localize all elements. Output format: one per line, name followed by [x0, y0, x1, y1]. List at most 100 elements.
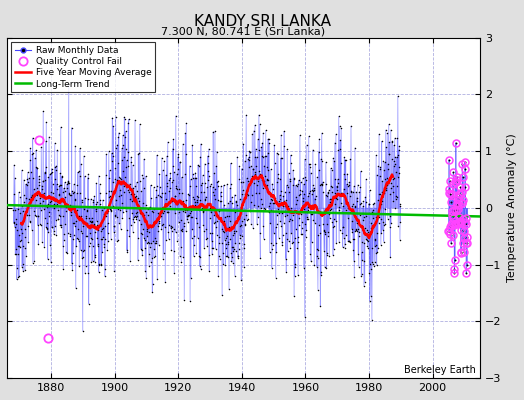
Point	[235, 176, 243, 182]
Point	[169, 145, 177, 152]
Point	[159, 221, 168, 228]
Point	[350, 274, 358, 281]
Point	[206, 205, 214, 211]
Point	[452, 174, 461, 180]
Point	[462, 240, 470, 246]
Point	[369, 201, 378, 207]
Point	[332, 131, 340, 138]
Point	[177, 258, 185, 265]
Point	[12, 221, 20, 228]
Point	[210, 220, 218, 226]
Point	[286, 215, 294, 222]
Point	[356, 184, 365, 190]
Point	[193, 193, 202, 199]
Point	[332, 195, 341, 202]
Point	[221, 240, 230, 247]
Point	[391, 192, 400, 199]
Point	[256, 171, 265, 178]
Point	[339, 203, 347, 210]
Point	[205, 268, 213, 274]
Point	[42, 226, 51, 232]
Point	[121, 116, 129, 122]
Point	[171, 229, 180, 236]
Point	[230, 248, 238, 254]
Point	[238, 191, 247, 198]
Point	[49, 190, 57, 196]
Point	[113, 177, 121, 183]
Point	[301, 174, 310, 180]
Point	[209, 245, 217, 251]
Point	[458, 160, 466, 167]
Point	[99, 224, 107, 231]
Point	[162, 236, 170, 243]
Point	[101, 266, 110, 272]
Point	[394, 152, 402, 158]
Point	[47, 170, 55, 176]
Point	[40, 170, 49, 176]
Point	[362, 213, 370, 219]
Point	[180, 220, 188, 226]
Point	[152, 238, 160, 244]
Point	[387, 220, 395, 226]
Point	[143, 228, 151, 234]
Point	[95, 172, 103, 179]
Point	[13, 227, 21, 233]
Point	[342, 198, 350, 204]
Point	[458, 174, 467, 180]
Point	[24, 169, 32, 176]
Point	[13, 242, 21, 249]
Point	[239, 178, 247, 185]
Point	[57, 182, 65, 189]
Point	[215, 234, 223, 240]
Point	[132, 214, 140, 220]
Point	[47, 189, 56, 195]
Point	[157, 226, 166, 232]
Point	[48, 224, 57, 231]
Point	[53, 147, 62, 154]
Point	[129, 228, 137, 235]
Point	[292, 201, 301, 207]
Point	[312, 204, 321, 210]
Point	[220, 218, 228, 225]
Point	[252, 163, 260, 170]
Point	[449, 232, 457, 238]
Point	[359, 203, 367, 210]
Point	[249, 127, 258, 134]
Point	[352, 226, 360, 232]
Point	[159, 250, 168, 256]
Point	[148, 254, 156, 261]
Point	[249, 225, 257, 232]
Point	[323, 221, 332, 227]
Point	[269, 200, 278, 207]
Point	[378, 227, 387, 233]
Point	[348, 218, 356, 224]
Point	[170, 169, 179, 175]
Point	[49, 194, 58, 200]
Point	[386, 254, 395, 261]
Point	[75, 212, 83, 219]
Point	[164, 229, 172, 235]
Point	[282, 182, 291, 188]
Point	[459, 196, 467, 203]
Point	[67, 209, 75, 216]
Point	[368, 261, 377, 268]
Point	[51, 223, 59, 230]
Point	[167, 228, 176, 235]
Point	[364, 229, 373, 236]
Point	[308, 186, 316, 193]
Point	[139, 175, 147, 181]
Point	[370, 262, 378, 269]
Point	[208, 237, 216, 244]
Point	[462, 221, 471, 227]
Point	[460, 228, 468, 234]
Point	[217, 218, 226, 224]
Point	[149, 223, 157, 230]
Point	[266, 166, 275, 173]
Point	[297, 179, 305, 185]
Point	[208, 245, 216, 251]
Point	[165, 188, 173, 194]
Point	[214, 273, 223, 279]
Point	[115, 220, 123, 226]
Point	[175, 190, 183, 196]
Point	[253, 221, 261, 227]
